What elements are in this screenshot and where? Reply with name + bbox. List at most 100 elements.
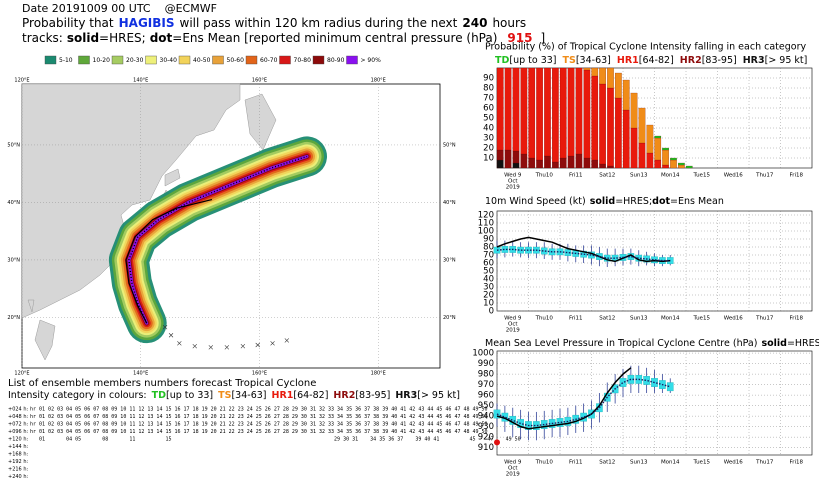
x-tick-label: Wed 9 (504, 316, 522, 322)
cross-mark (224, 345, 230, 350)
title-part: =Ens Mean (670, 196, 724, 207)
kamchatka (244, 93, 277, 151)
box (533, 421, 540, 430)
bar-segment (552, 161, 559, 169)
member-row-label: +240 h: (8, 474, 28, 480)
member-row-label: +120 h: (8, 437, 28, 443)
header-part: ] (540, 31, 545, 45)
cross-mark (177, 341, 182, 346)
category-range: [> 95 kt] (765, 55, 808, 66)
member-row-label: +144 h: (8, 444, 28, 450)
y-tick-label: 70 (483, 94, 494, 104)
lon-label: 140°E (133, 78, 148, 84)
category-range: [83-95] (355, 390, 390, 401)
bar-segment (670, 159, 677, 169)
y-tick-label: 920 (478, 433, 494, 443)
y-tick-label: 990 (478, 359, 494, 369)
observed-pressure (494, 439, 500, 446)
bar-segment (622, 79, 630, 111)
bar-segment (654, 135, 662, 139)
legend-label: 60-70 (260, 57, 278, 64)
category-name: HR3 (743, 55, 765, 66)
cross-mark (168, 333, 174, 338)
x-tick-label: Thu10 (535, 316, 554, 322)
category-range: [34-63] (576, 55, 611, 66)
member-row-label: +192 h: (8, 459, 28, 465)
bar-segment (638, 107, 646, 144)
header-part: solid (67, 31, 99, 45)
member-row-label: +168 h: (8, 452, 28, 458)
cross-mark (284, 338, 290, 343)
y-tick-label: 10 (483, 299, 494, 309)
bar-segment (512, 67, 520, 152)
x-tick-label: Sun13 (630, 316, 648, 322)
title-part: =HRES; (615, 196, 652, 207)
bar-segment (504, 67, 512, 151)
hres-line (496, 236, 671, 263)
bar-segment (678, 162, 685, 166)
x-tick-label: Tue15 (693, 460, 711, 466)
x-tick-label: Sun13 (630, 460, 648, 466)
lon-label: 180°E (371, 371, 386, 377)
box (517, 246, 524, 254)
member-row: hr 01 02 03 04 05 06 07 08 09 10 11 12 1… (30, 422, 488, 428)
bar-segment (654, 137, 662, 161)
bar-segment (622, 109, 630, 169)
chart-title: Mean Sea Level Pressure in Tropical Cycl… (485, 338, 819, 349)
legend-swatch (346, 55, 358, 65)
header-part: =Ens Mean [reported minimum central pres… (172, 31, 497, 45)
legend-label: 80-90 (327, 57, 345, 64)
bar-segment (662, 149, 669, 166)
bar-segment (567, 67, 575, 157)
bar-segment (512, 150, 520, 164)
lat-label: 50°N (7, 142, 20, 148)
x-tick-label: Wed16 (724, 460, 743, 466)
x-sublabel: Oct (508, 322, 518, 328)
x-sublabel: Oct (508, 179, 518, 185)
x-tick-label: Fri11 (569, 316, 583, 322)
y-tick-label: 30 (483, 283, 494, 293)
bar-segment (520, 153, 528, 169)
land (21, 83, 277, 361)
bar-segment (520, 67, 528, 155)
legend-label: 40-50 (193, 57, 211, 64)
lat-label: 40°N (7, 200, 20, 206)
bar-segment (678, 164, 685, 169)
bar-segment (607, 87, 614, 167)
x-tick-label: Wed16 (724, 173, 743, 179)
y-tick-label: 980 (478, 370, 494, 380)
category-name: HR3 (395, 390, 417, 401)
legend-label: > 90% (361, 57, 382, 64)
title-part: dot (652, 196, 670, 207)
bar-segment (528, 157, 536, 169)
ens-mean-track (128, 155, 308, 324)
cross-mark (270, 341, 275, 346)
x-tick-label: Thu17 (755, 173, 774, 179)
bar-segment (615, 72, 622, 99)
hres-track (125, 198, 213, 324)
x-tick-label: Mon14 (661, 316, 680, 322)
x-tick-label: Sat12 (599, 173, 615, 179)
title-part: 10m Wind Speed (kt) (485, 196, 586, 207)
x-tick-label: Tue15 (693, 173, 711, 179)
legend-label: 10-20 (93, 57, 111, 64)
x-tick-label: Thu10 (535, 173, 554, 179)
member-row: 01 04 05 08 11 15 29 30 31 34 35 36 37 3… (30, 437, 521, 443)
y-tick-label: 60 (483, 104, 494, 114)
box (619, 378, 627, 387)
x-tick-label: Tue15 (693, 316, 711, 322)
member-row-label: +096 h: (8, 429, 28, 435)
legend-swatch (212, 55, 224, 65)
bar-segment (559, 157, 567, 169)
legend-label: 5-10 (59, 57, 73, 64)
header-part: will pass within 120 km radius during th… (180, 16, 458, 30)
hokkaido (164, 168, 181, 187)
bar-segment (646, 152, 654, 169)
y-tick-label: 110 (478, 219, 494, 229)
bar-segment (630, 127, 638, 169)
members-legend: Intensity category in colours: TD[up to 3… (8, 390, 460, 401)
bar-segment (552, 67, 559, 163)
y-tick-label: 1000 (472, 349, 494, 359)
category-range: [up to 33] (166, 390, 213, 401)
y-tick-label: 910 (478, 443, 494, 453)
